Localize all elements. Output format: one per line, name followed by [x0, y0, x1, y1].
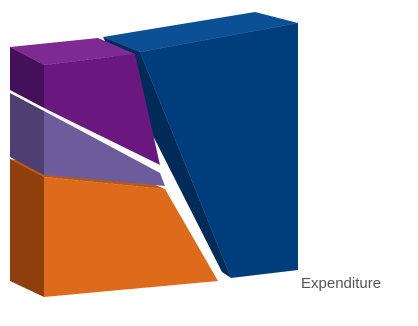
slice-orange-side [10, 159, 44, 297]
slice-lavender-side [10, 93, 44, 175]
slice-blue-top [103, 12, 298, 52]
slice-orange-front [44, 177, 218, 297]
slice-blue-front [140, 23, 298, 278]
slice-purple-side [10, 47, 44, 108]
slice-purple [10, 38, 160, 165]
slice-purple-top [10, 38, 135, 65]
slice-lavender-front [44, 111, 165, 186]
slice-lavender [10, 93, 165, 186]
slice-purple-front [44, 54, 160, 165]
chart-label: Expenditure [301, 275, 382, 292]
